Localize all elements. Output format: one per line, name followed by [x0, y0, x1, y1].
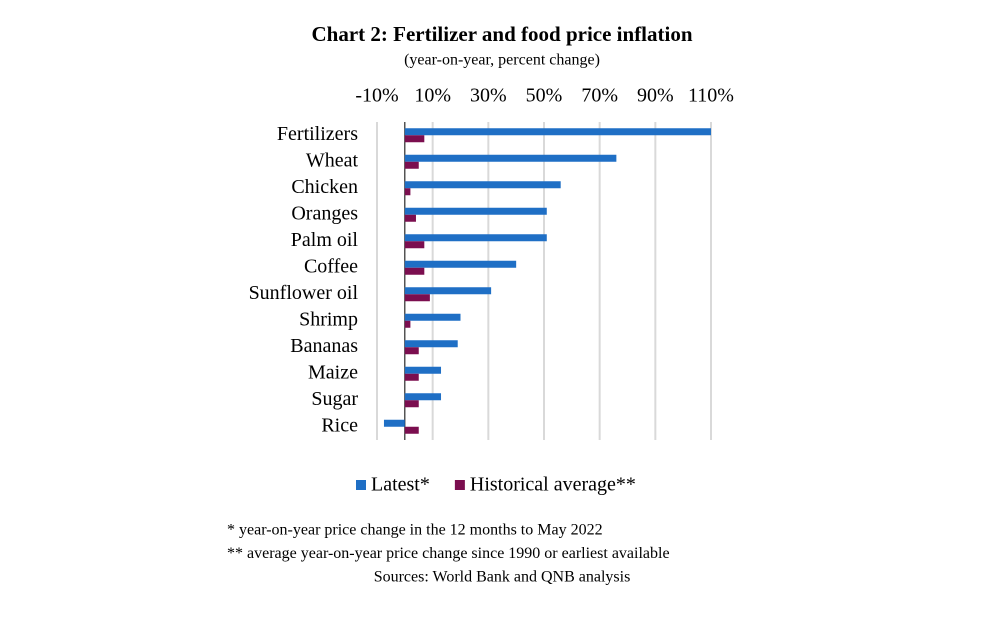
bar: [404, 294, 430, 302]
y-tick-label: Maize: [308, 361, 358, 383]
y-tick-label: Shrimp: [299, 308, 358, 330]
y-tick-label: Palm oil: [291, 229, 359, 251]
bar: [404, 267, 425, 275]
bar: [404, 161, 419, 169]
y-tick-label: Sugar: [311, 388, 358, 410]
footnote: ** average year-on-year price change sin…: [227, 545, 670, 562]
x-tick-label: 90%: [637, 85, 674, 107]
y-tick-label: Bananas: [290, 335, 358, 357]
y-tick-label: Coffee: [304, 255, 358, 277]
bar: [404, 214, 416, 222]
bar: [404, 181, 561, 189]
legend-label: Historical average**: [470, 474, 636, 496]
bar: [383, 419, 405, 427]
bar: [404, 393, 442, 401]
bar: [404, 154, 617, 162]
x-tick-label: -10%: [355, 85, 398, 107]
bar: [404, 426, 419, 434]
y-tick-label: Chicken: [291, 176, 358, 198]
bar: [404, 234, 547, 242]
chart-subtitle: (year-on-year, percent change): [404, 52, 600, 69]
x-tick-label: 30%: [470, 85, 507, 107]
y-tick-label: Wheat: [306, 149, 359, 171]
legend-label: Latest*: [371, 474, 430, 496]
x-tick-label: 50%: [526, 85, 563, 107]
bar: [404, 287, 492, 295]
y-tick-label: Oranges: [291, 202, 358, 224]
bar: [404, 135, 425, 143]
bar: [404, 373, 419, 381]
bar: [404, 260, 517, 268]
footnote: * year-on-year price change in the 12 mo…: [227, 522, 603, 539]
bar: [404, 340, 458, 348]
bar: [404, 400, 419, 408]
bar: [404, 241, 425, 249]
bar: [404, 128, 711, 136]
legend-swatch: [454, 480, 465, 490]
x-tick-label: 110%: [688, 85, 734, 107]
y-tick-label: Fertilizers: [277, 123, 358, 145]
bar: [404, 366, 442, 374]
bar: [404, 207, 547, 215]
legend-swatch: [356, 480, 366, 490]
x-tick-label: 70%: [581, 85, 618, 107]
y-tick-label: Sunflower oil: [249, 282, 359, 304]
bar: [404, 188, 411, 196]
bar: [404, 347, 419, 355]
bar: [404, 313, 461, 321]
footnote: Sources: World Bank and QNB analysis: [374, 569, 631, 586]
x-tick-label: 10%: [414, 85, 451, 107]
y-tick-label: Rice: [321, 414, 358, 436]
chart-title: Chart 2: Fertilizer and food price infla…: [311, 22, 692, 46]
bar: [404, 320, 411, 328]
